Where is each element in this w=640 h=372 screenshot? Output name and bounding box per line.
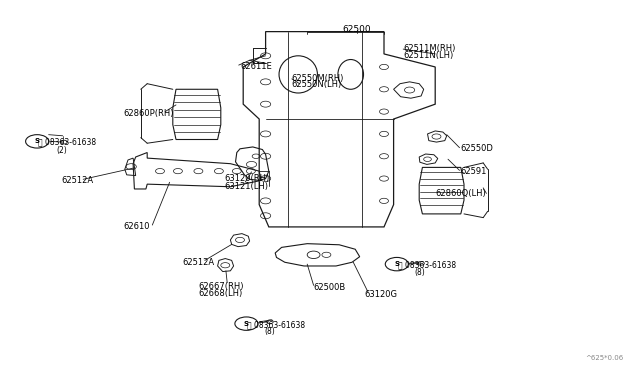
Text: 62512A: 62512A [61,176,93,185]
Text: 62860P(RH): 62860P(RH) [123,109,173,118]
Text: Ⓝ 08363-61638: Ⓝ 08363-61638 [38,138,97,147]
Text: 62668(LH): 62668(LH) [198,289,243,298]
Text: 63120(RH): 63120(RH) [224,174,269,183]
Text: 62511M(RH): 62511M(RH) [403,44,456,53]
Text: 62500B: 62500B [314,283,346,292]
Text: 62500: 62500 [343,25,371,34]
Text: 62667(RH): 62667(RH) [198,282,244,291]
Text: 63120G: 63120G [365,290,398,299]
Text: 62512A: 62512A [182,258,214,267]
Text: (8): (8) [264,327,275,336]
Text: 62611E: 62611E [240,62,272,71]
Text: 62550D: 62550D [461,144,493,153]
Text: (8): (8) [415,268,426,277]
Text: S: S [35,138,40,144]
Text: 62591: 62591 [461,167,487,176]
Text: 63121(LH): 63121(LH) [224,182,268,190]
Text: 62860Q(LH): 62860Q(LH) [435,189,486,198]
Text: Ⓝ 08363-61638: Ⓝ 08363-61638 [398,260,456,269]
Text: 62610: 62610 [123,222,149,231]
Text: Ⓝ 08363-61638: Ⓝ 08363-61638 [247,320,305,329]
Text: S: S [244,321,249,327]
Text: S: S [394,261,399,267]
Text: ^625*0.06: ^625*0.06 [586,355,624,361]
Text: (2): (2) [56,146,67,155]
Text: 62550M(RH): 62550M(RH) [291,74,344,83]
Text: 62511N(LH): 62511N(LH) [403,51,454,60]
Text: 62550N(LH): 62550N(LH) [291,80,342,89]
